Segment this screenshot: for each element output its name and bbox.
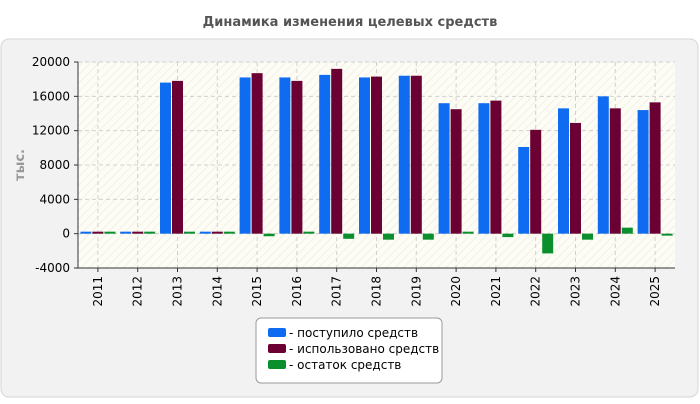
x-tick-label: 2022 [529, 276, 543, 307]
bar-series-3 [223, 231, 235, 234]
legend-box [255, 317, 443, 384]
bar-series-2 [609, 108, 621, 234]
y-tick-label: 8000 [39, 158, 70, 172]
bar-series-2 [530, 129, 542, 234]
bar-series-2 [172, 80, 183, 234]
bar-series-3 [621, 227, 633, 234]
legend-label: - поступило средств [289, 326, 418, 340]
y-tick-label: 16000 [32, 89, 70, 103]
bar-series-3 [184, 231, 195, 234]
bar-series-1 [160, 82, 171, 234]
bar-series-1 [597, 96, 609, 234]
bar-series-2 [490, 100, 502, 234]
y-tick-label: -4000 [35, 261, 70, 275]
x-tick-label: 2023 [569, 276, 583, 307]
x-tick-label: 2017 [330, 276, 344, 307]
legend-label: - использовано средств [289, 342, 439, 356]
bar-series-3 [582, 233, 593, 240]
bar-series-3 [542, 233, 554, 254]
bar-series-1 [518, 146, 530, 234]
bars [80, 68, 673, 254]
bar-series-1 [199, 231, 211, 234]
bar-series-2 [410, 75, 422, 234]
x-tick-label: 2015 [250, 276, 264, 307]
bar-series-1 [478, 103, 490, 234]
bar-series-2 [570, 122, 581, 234]
bar-series-1 [319, 74, 331, 234]
bar-series-3 [383, 233, 394, 240]
x-tick-label: 2020 [449, 276, 463, 307]
bar-series-2 [92, 231, 104, 234]
legend-swatch [268, 344, 286, 353]
legend-swatch [268, 328, 286, 337]
x-tick-label: 2025 [648, 276, 662, 307]
bar-series-1 [239, 77, 251, 234]
bar-series-2 [331, 68, 343, 234]
y-tick-label: 20000 [32, 55, 70, 69]
bar-series-3 [422, 233, 434, 240]
legend: - поступило средств - использовано средст… [255, 317, 443, 384]
bar-series-2 [450, 109, 462, 234]
y-axis-label: тыс. [13, 149, 28, 181]
bar-series-1 [637, 110, 649, 234]
legend-swatch [268, 360, 286, 369]
chart-title: Динамика изменения целевых средств [203, 15, 498, 30]
bar-series-3 [502, 233, 514, 238]
x-tick-label: 2012 [131, 276, 145, 307]
x-tick-label: 2018 [370, 276, 384, 307]
bar-series-2 [251, 73, 263, 234]
x-tick-label: 2013 [171, 276, 185, 307]
x-tick-label: 2021 [489, 276, 503, 307]
legend-label: - остаток средств [289, 358, 401, 372]
bar-series-1 [438, 103, 450, 234]
bar-series-2 [291, 80, 303, 234]
x-tick-label: 2024 [608, 276, 622, 307]
bar-series-1 [398, 75, 410, 234]
bar-series-3 [462, 231, 474, 234]
bar-series-1 [558, 108, 569, 234]
x-tick-label: 2019 [409, 276, 423, 307]
bar-series-3 [343, 233, 355, 239]
x-tick-label: 2014 [210, 276, 224, 307]
bar-series-1 [120, 231, 132, 234]
bar-series-3 [263, 233, 275, 237]
bar-series-2 [371, 76, 382, 234]
y-tick-label: 4000 [39, 192, 70, 206]
bar-series-3 [144, 231, 156, 234]
axes: -4000 0 4000 8000 12000 16000 20000 2011 2012 201… [32, 55, 675, 307]
y-tick-label: 0 [62, 227, 70, 241]
bar-series-2 [132, 231, 144, 234]
bar-series-3 [661, 233, 673, 236]
bar-series-2 [211, 231, 223, 234]
y-tick-label: 12000 [32, 124, 70, 138]
x-tick-label: 2016 [290, 276, 304, 307]
bar-series-1 [359, 77, 370, 234]
bar-series-2 [649, 102, 661, 234]
bar-series-3 [104, 231, 116, 234]
bar-series-3 [303, 231, 315, 234]
x-tick-label: 2011 [91, 276, 105, 307]
bar-series-1 [279, 77, 291, 234]
bar-series-1 [80, 231, 92, 234]
